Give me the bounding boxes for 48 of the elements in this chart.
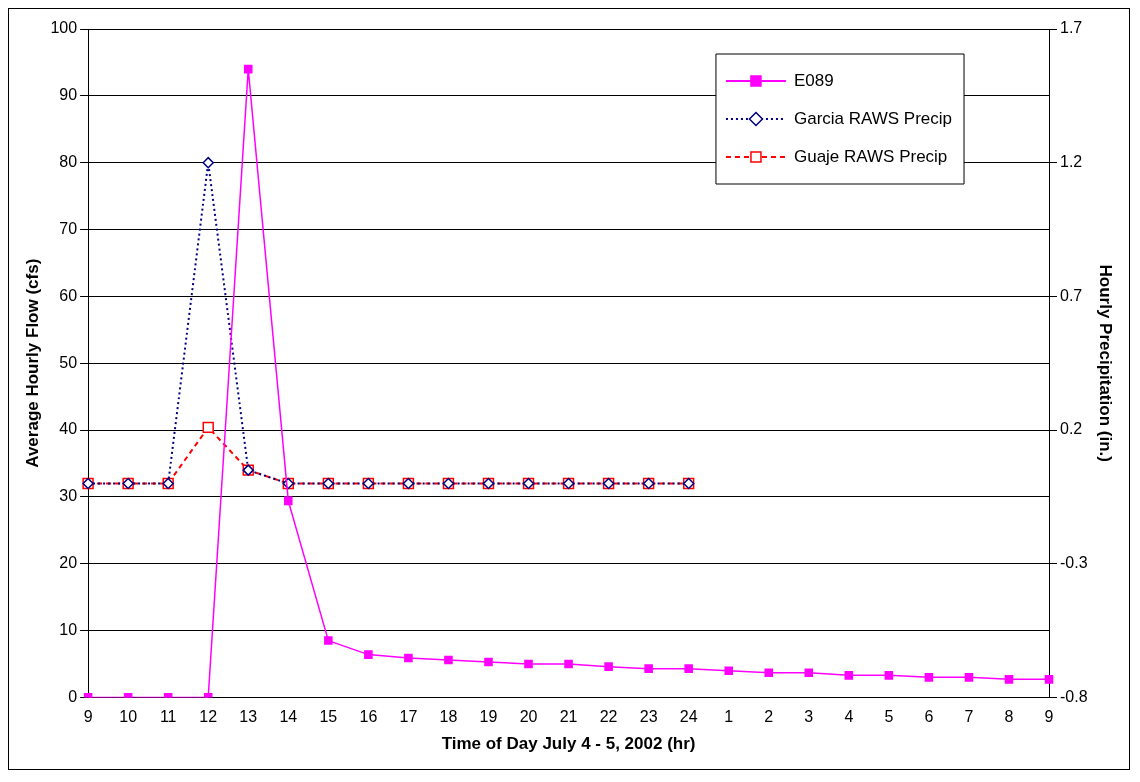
y2-tick-label: 1.7: [1060, 19, 1083, 37]
y-tick-label: 40: [59, 420, 78, 438]
x-tick-label: 8: [1004, 708, 1014, 726]
y-tick-label: 50: [59, 353, 78, 371]
x-tick-label: 21: [559, 708, 578, 726]
y-tick-label: 10: [59, 620, 78, 638]
x-tick-label: 12: [199, 708, 218, 726]
x-tick-label: 18: [439, 708, 458, 726]
y2-axis-title: Hourly Precipitation (in.): [1096, 264, 1116, 462]
x-tick-label: 13: [239, 708, 258, 726]
legend-label: E089: [793, 70, 834, 90]
x-tick-label: 23: [639, 708, 658, 726]
y-tick-label: 90: [59, 86, 78, 104]
y-tick-label: 80: [59, 153, 78, 171]
y2-tick-label: 0.2: [1060, 420, 1083, 438]
legend-label: Guaje RAWS Precip: [793, 146, 948, 166]
x-tick-label: 17: [399, 708, 418, 726]
x-tick-label: 22: [599, 708, 618, 726]
x-tick-label: 2: [764, 708, 774, 726]
y-tick-label: 20: [59, 554, 78, 572]
y2-tick-label: -0.8: [1060, 687, 1088, 705]
y2-tick-label: 0.7: [1060, 286, 1083, 304]
x-tick-label: 9: [1044, 708, 1054, 726]
y2-tick-label: 1.2: [1060, 153, 1083, 171]
y-tick-label: 60: [59, 286, 78, 304]
y-tick-label: 100: [50, 19, 78, 37]
x-tick-label: 14: [279, 708, 298, 726]
x-axis-title: Time of Day July 4 - 5, 2002 (hr): [441, 734, 696, 754]
legend-label: Garcia RAWS Precip: [793, 108, 953, 128]
x-tick-label: 9: [83, 708, 93, 726]
x-tick-label: 11: [159, 708, 177, 726]
x-tick-label: 4: [844, 708, 854, 726]
x-tick-label: 20: [519, 708, 538, 726]
y-tick-label: 30: [59, 487, 78, 505]
x-tick-label: 7: [964, 708, 974, 726]
x-tick-label: 10: [119, 708, 138, 726]
y-tick-label: 70: [59, 219, 78, 237]
y-tick-label: 0: [68, 687, 78, 705]
x-tick-label: 16: [359, 708, 378, 726]
x-tick-label: 15: [319, 708, 338, 726]
x-tick-label: 24: [679, 708, 698, 726]
x-tick-label: 19: [479, 708, 498, 726]
x-tick-label: 3: [804, 708, 814, 726]
y2-tick-label: -0.3: [1060, 554, 1088, 572]
y-axis-title: Average Hourly Flow (cfs): [22, 258, 42, 468]
x-tick-label: 6: [924, 708, 934, 726]
x-tick-label: 1: [724, 708, 734, 726]
x-tick-label: 5: [884, 708, 894, 726]
